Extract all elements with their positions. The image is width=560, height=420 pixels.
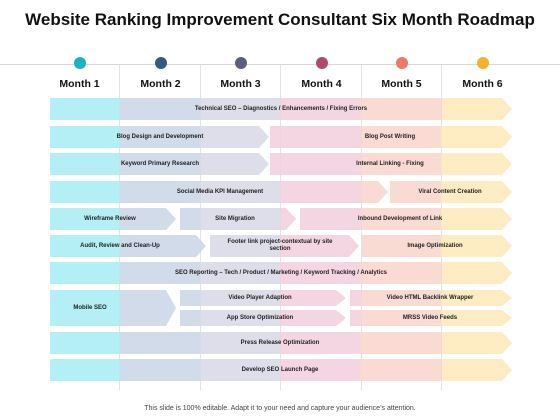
timeline-line — [0, 64, 560, 65]
video-player-label: Video Player Adaption — [228, 294, 292, 301]
mobile-seo-bar — [50, 290, 176, 326]
image-optimization-label: Image Optimization — [407, 242, 463, 249]
keyword-research-bar — [50, 153, 269, 175]
month-5-dot — [396, 57, 408, 69]
press-release-bar — [50, 332, 512, 354]
press-release-label: Press Release Optimization — [240, 339, 320, 346]
video-player-bar — [180, 290, 346, 306]
site-migration-label: Site Migration — [215, 215, 255, 222]
page-title: Website Ranking Improvement Consultant S… — [25, 10, 535, 29]
month-1-label: Month 1 — [59, 78, 100, 90]
blog-design-label: Blog Design and Development — [116, 133, 204, 140]
blog-post-writing-label: Blog Post Writing — [364, 133, 416, 140]
keyword-research-label: Keyword Primary Research — [120, 160, 200, 167]
wireframe-review-bar — [50, 208, 176, 230]
site-migration-bar — [180, 208, 296, 230]
month-1-dot — [74, 57, 86, 69]
month-5-label: Month 5 — [381, 78, 422, 90]
video-html-bar — [350, 290, 512, 306]
inbound-development-bar — [300, 208, 512, 230]
technical-seo-bar — [50, 98, 512, 120]
inbound-development-label: Inbound Development of Link — [357, 215, 443, 222]
technical-seo-label: Technical SEO – Diagnostics / Enhancemen… — [194, 105, 368, 112]
internal-linking-bar — [270, 153, 512, 175]
audit-review-bar — [50, 235, 206, 257]
app-store-label: App Store Optimization — [226, 314, 294, 321]
footer-link-label: Footer link project-contextual by site s… — [227, 239, 333, 252]
social-media-kpi-bar — [50, 181, 388, 203]
develop-seo-bar — [50, 359, 512, 381]
viral-content-bar — [390, 181, 512, 203]
month-2-label: Month 2 — [140, 78, 181, 90]
mrss-label: MRSS Video Feeds — [402, 314, 458, 321]
footer-link-bar — [210, 235, 359, 257]
footer-note: This slide is 100% editable. Adapt it to… — [144, 405, 416, 412]
blog-design-bar — [50, 126, 269, 148]
app-store-bar — [180, 310, 346, 326]
month-6-label: Month 6 — [462, 78, 503, 90]
wireframe-review-label: Wireframe Review — [84, 215, 136, 222]
internal-linking-label: Internal Linking - Fixing — [356, 160, 424, 167]
social-media-kpi-label: Social Media KPI Management — [176, 188, 264, 195]
blog-post-writing-bar — [270, 126, 512, 148]
seo-reporting-bar — [50, 262, 512, 284]
month-6-dot — [477, 57, 489, 69]
develop-seo-label: Develop SEO Launch Page — [241, 366, 319, 373]
viral-content-label: Viral Content Creation — [418, 188, 482, 195]
month-4-dot — [316, 57, 328, 69]
month-4-label: Month 4 — [301, 78, 342, 90]
mobile-seo-label: Mobile SEO — [73, 304, 107, 311]
video-html-label: Video HTML Backlink Wrapper — [386, 294, 474, 301]
month-3-dot — [235, 57, 247, 69]
seo-reporting-label: SEO Reporting – Tech / Product / Marketi… — [174, 269, 388, 276]
audit-review-label: Audit, Review and Clean-Up — [80, 242, 160, 249]
image-optimization-bar — [362, 235, 512, 257]
month-3-label: Month 3 — [220, 78, 261, 90]
mrss-bar — [350, 310, 512, 326]
month-2-dot — [155, 57, 167, 69]
